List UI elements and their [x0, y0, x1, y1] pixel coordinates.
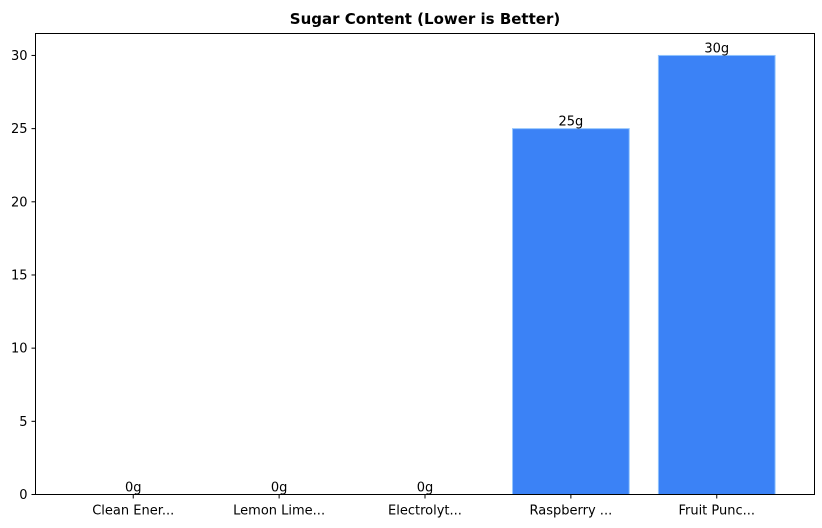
data-labels-group: 0g 0g 0g 25g 30g	[125, 41, 729, 495]
y-tick-label-1: 5	[19, 415, 27, 430]
x-tick-label-2: Electrolyt...	[388, 504, 462, 519]
x-axis: Clean Ener... Lemon Lime... Electrolyt... R…	[92, 494, 755, 519]
y-tick-label-5: 25	[11, 122, 28, 137]
bar-value-label-4: 30g	[704, 41, 729, 56]
bar-4	[657, 54, 776, 495]
x-tick-label-4: Fruit Punc...	[678, 504, 755, 519]
bar-3	[512, 128, 630, 495]
x-tick-label-0: Clean Ener...	[92, 504, 174, 519]
y-tick-label-6: 30	[11, 49, 28, 64]
plot-frame	[35, 33, 815, 495]
bars-group	[512, 54, 776, 495]
bar-value-label-3: 25g	[558, 115, 583, 130]
x-tick-label-1: Lemon Lime...	[233, 504, 325, 519]
bar-value-label-2: 0g	[417, 481, 434, 496]
y-tick-label-2: 10	[11, 342, 28, 357]
chart-title: Sugar Content (Lower is Better)	[290, 10, 560, 28]
y-tick-label-0: 0	[19, 488, 27, 503]
y-tick-label-4: 20	[11, 195, 28, 210]
bar-value-label-1: 0g	[271, 481, 288, 496]
x-tick-label-3: Raspberry ...	[530, 504, 613, 519]
y-tick-label-3: 15	[11, 268, 28, 283]
y-axis: 0 5 10 15 20 25 30	[11, 49, 36, 503]
bar-value-label-0: 0g	[125, 481, 142, 496]
